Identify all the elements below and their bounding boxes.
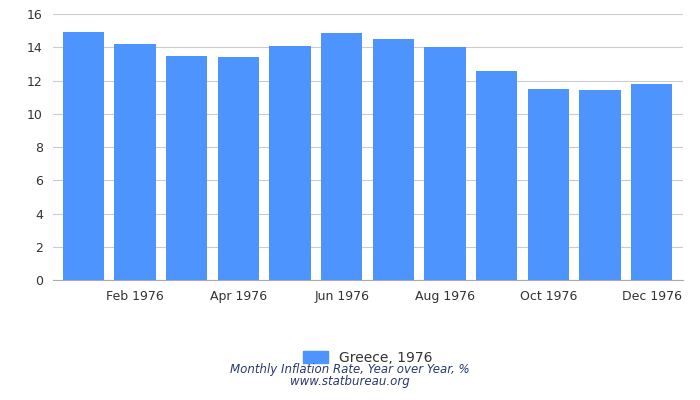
Bar <box>321 33 363 280</box>
Bar <box>115 44 156 280</box>
Bar <box>372 39 414 280</box>
Bar <box>579 90 620 280</box>
Bar <box>63 32 104 280</box>
Text: www.statbureau.org: www.statbureau.org <box>290 376 410 388</box>
Text: Monthly Inflation Rate, Year over Year, %: Monthly Inflation Rate, Year over Year, … <box>230 364 470 376</box>
Bar <box>476 70 517 280</box>
Bar <box>166 56 207 280</box>
Bar <box>218 57 259 280</box>
Bar <box>424 47 466 280</box>
Bar <box>528 89 569 280</box>
Bar <box>631 84 672 280</box>
Legend: Greece, 1976: Greece, 1976 <box>297 346 438 370</box>
Bar <box>270 46 311 280</box>
